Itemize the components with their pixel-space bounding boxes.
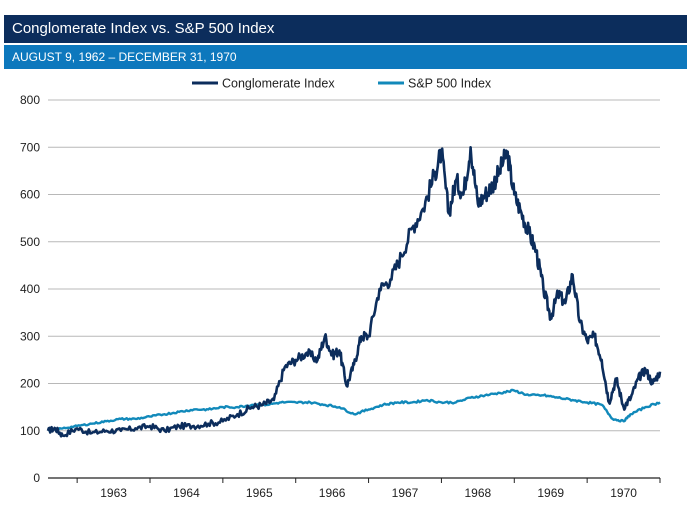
- x-tick-label: 1966: [319, 486, 346, 500]
- x-tick-label: 1965: [246, 486, 273, 500]
- legend: Conglomerate Index S&P 500 Index: [192, 77, 492, 91]
- x-tick-label: 1967: [392, 486, 419, 500]
- y-tick-label: 300: [20, 329, 40, 343]
- legend-conglomerate-label: Conglomerate Index: [222, 77, 335, 91]
- x-tick-label: 1963: [100, 486, 127, 500]
- y-tick-label: 0: [33, 471, 40, 485]
- sp500-index-line: [47, 388, 661, 432]
- series-lines: [46, 146, 662, 438]
- x-tick-label: 1969: [537, 486, 564, 500]
- y-tick-labels: 0 100 200 300 400 500 600 700 800: [20, 93, 40, 485]
- gridlines: [48, 99, 660, 432]
- legend-sp500-label: S&P 500 Index: [408, 77, 492, 91]
- chart-title: Conglomerate Index vs. S&P 500 Index: [4, 15, 687, 43]
- y-tick-label: 500: [20, 235, 40, 249]
- y-tick-label: 100: [20, 424, 40, 438]
- y-tick-label: 200: [20, 377, 40, 391]
- y-tick-label: 700: [20, 140, 40, 154]
- conglomerate-index-line: [46, 146, 662, 438]
- x-tick-labels: 1963 1964 1965 1966 1967 1968 1969 1970: [76, 478, 661, 500]
- chart-subtitle: AUGUST 9, 1962 – DECEMBER 31, 1970: [4, 45, 687, 69]
- y-tick-label: 800: [20, 93, 40, 107]
- y-tick-label: 400: [20, 282, 40, 296]
- x-tick-label: 1968: [465, 486, 492, 500]
- y-tick-label: 600: [20, 188, 40, 202]
- x-tick-label: 1970: [610, 486, 637, 500]
- x-tick-label: 1964: [173, 486, 200, 500]
